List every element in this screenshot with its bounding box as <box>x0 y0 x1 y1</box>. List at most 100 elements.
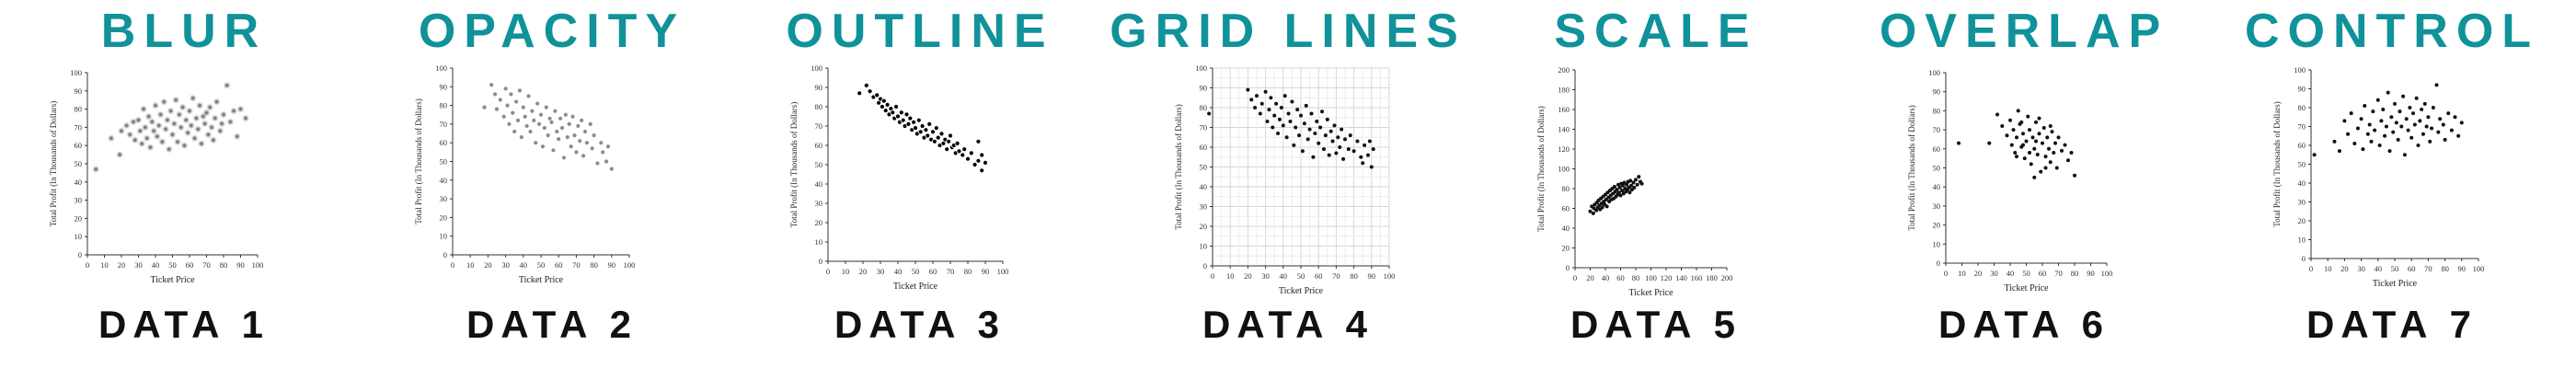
data-point <box>590 146 594 151</box>
data-point <box>2398 109 2402 114</box>
data-point <box>2399 124 2404 129</box>
data-point <box>582 129 588 134</box>
data-point <box>1258 111 1262 116</box>
data-point <box>128 132 132 137</box>
x-tick-label: 50 <box>537 260 546 270</box>
data-point <box>1317 141 1321 145</box>
data-point <box>1348 133 1352 138</box>
data-point <box>2418 119 2422 123</box>
data-point <box>1274 101 1279 106</box>
data-point <box>884 102 891 108</box>
data-point <box>167 146 171 152</box>
x-tick-label: 80 <box>964 267 972 276</box>
x-axis-label: Ticket Price <box>1628 288 1673 298</box>
data-point <box>235 134 239 139</box>
x-tick-label: 90 <box>2087 269 2095 278</box>
data-point <box>2401 94 2406 98</box>
data-point <box>923 127 929 133</box>
data-point <box>917 129 924 135</box>
y-tick-label: 40 <box>815 179 823 189</box>
data-point <box>1367 139 1372 144</box>
data-point <box>2393 101 2397 106</box>
data-point <box>201 114 205 119</box>
data-point <box>511 110 515 115</box>
data-point <box>124 123 129 128</box>
x-tick-label: 0 <box>1573 273 1577 282</box>
y-tick-label: 0 <box>1937 259 1940 268</box>
data-point <box>572 132 577 138</box>
data-point <box>1325 117 1329 121</box>
data-point <box>1290 99 1294 104</box>
data-point <box>144 136 149 141</box>
data-point <box>174 98 178 102</box>
data-point <box>893 104 900 109</box>
y-tick-label: 60 <box>815 141 823 150</box>
data-point <box>2369 139 2374 144</box>
data-point <box>2028 128 2031 132</box>
data-point <box>498 98 502 102</box>
x-tick-label: 160 <box>1691 273 1703 282</box>
data-point <box>2060 148 2064 153</box>
y-tick-label: 100 <box>1195 63 1207 73</box>
data-point <box>1332 123 1337 128</box>
x-axis-label: Ticket Price <box>2373 279 2418 289</box>
data-point <box>219 121 224 126</box>
data-point <box>1336 135 1340 140</box>
technique-title: OVERLAP <box>1879 5 2169 58</box>
data-point <box>544 105 548 109</box>
data-point <box>574 150 579 155</box>
data-point <box>132 138 137 143</box>
data-point <box>131 120 136 124</box>
dataset-label: DATA 6 <box>1938 303 2110 346</box>
data-point <box>224 83 229 88</box>
data-point <box>948 132 953 139</box>
data-point <box>94 167 98 172</box>
data-point <box>2022 156 2027 161</box>
data-point <box>588 121 592 126</box>
data-point <box>505 103 510 108</box>
data-point <box>2430 126 2434 131</box>
data-point <box>546 132 550 138</box>
data-point <box>551 148 556 153</box>
data-point <box>194 116 199 121</box>
data-point <box>1284 135 1289 140</box>
data-point <box>863 82 869 88</box>
x-tick-label: 0 <box>2309 264 2313 273</box>
data-point <box>136 118 141 122</box>
data-point <box>2032 146 2037 151</box>
data-point <box>2337 149 2341 154</box>
x-tick-label: 50 <box>2022 269 2030 278</box>
data-point <box>2332 139 2337 144</box>
data-point <box>1307 127 1312 132</box>
data-point <box>187 109 192 113</box>
data-point <box>2379 119 2384 123</box>
data-point <box>2015 155 2018 159</box>
x-tick-label: 30 <box>1990 269 1998 278</box>
y-tick-label: 50 <box>2298 160 2306 169</box>
x-tick-label: 20 <box>1586 273 1594 282</box>
data-point <box>208 105 213 109</box>
data-point <box>905 121 912 127</box>
y-tick-label: 100 <box>2294 65 2306 75</box>
data-point <box>168 109 173 113</box>
data-point <box>2043 155 2048 159</box>
y-axis-label: Total Profit (In Thousands of Dollars) <box>414 98 423 224</box>
data-point <box>2434 83 2439 87</box>
x-tick-label: 90 <box>1368 271 1376 281</box>
y-axis-label: Total Profit (In Thousands of Dollars) <box>49 101 58 226</box>
x-tick-label: 20 <box>2340 264 2349 273</box>
data-point <box>1355 139 1360 144</box>
x-tick-label: 20 <box>1974 269 1983 278</box>
data-point <box>930 129 936 135</box>
data-point <box>903 111 910 118</box>
x-axis-label: Ticket Price <box>150 275 195 285</box>
x-tick-label: 90 <box>236 260 245 270</box>
technique-title: OUTLINE <box>786 5 1054 58</box>
data-point <box>1320 109 1325 114</box>
y-tick-label: 80 <box>440 101 448 110</box>
data-point <box>512 129 517 134</box>
data-point <box>1637 175 1641 179</box>
x-tick-label: 50 <box>912 267 920 276</box>
data-point <box>2375 98 2380 102</box>
data-point <box>1277 117 1282 121</box>
